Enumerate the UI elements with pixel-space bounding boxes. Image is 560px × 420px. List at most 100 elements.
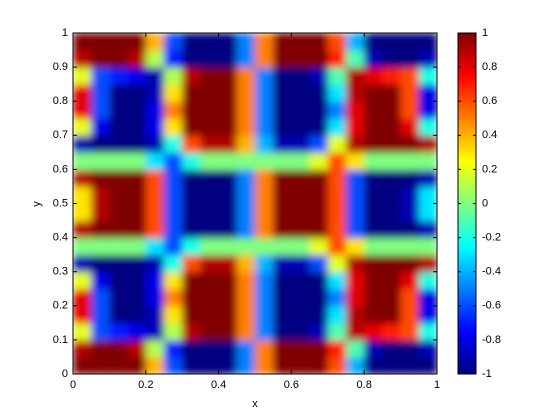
heat-cell — [164, 33, 183, 51]
heat-cell — [400, 33, 420, 51]
heat-cell — [291, 67, 311, 85]
heat-cell — [309, 220, 329, 239]
heat-cell — [145, 186, 165, 205]
heat-cell — [255, 220, 274, 239]
heat-cell — [182, 322, 201, 341]
heat-cell — [291, 220, 311, 239]
heat-cell — [255, 135, 274, 153]
heat-cell — [273, 271, 292, 290]
heat-cell — [164, 152, 183, 170]
heat-cell — [382, 118, 402, 136]
heat-cell — [200, 339, 220, 358]
heat-cell — [218, 84, 238, 102]
heat-cell — [236, 254, 256, 273]
heat-cell — [164, 271, 183, 290]
heat-cell — [182, 203, 201, 222]
heat-cell — [236, 33, 256, 51]
heat-cell — [218, 169, 238, 188]
heat-cell — [309, 135, 329, 153]
heat-cell — [309, 101, 329, 119]
heat-cell — [309, 67, 329, 85]
heat-cell — [127, 101, 147, 119]
heat-cell — [91, 186, 110, 205]
heat-cell — [164, 118, 183, 136]
heat-cell — [73, 356, 92, 374]
heat-cell — [418, 203, 437, 222]
heat-cell — [255, 67, 274, 85]
heat-cell — [91, 254, 110, 273]
heat-cell — [309, 169, 329, 188]
colorbar-tick-label: -0.6 — [482, 300, 501, 312]
heat-cell — [218, 33, 238, 51]
heat-cell — [382, 152, 402, 170]
heat-cell — [346, 220, 365, 239]
heat-cell — [255, 288, 274, 307]
heat-cell — [418, 186, 437, 205]
heat-cell — [109, 50, 129, 68]
heat-cell — [327, 356, 347, 374]
heat-cell — [382, 305, 402, 324]
heat-cell — [218, 67, 238, 85]
heat-cell — [382, 203, 402, 222]
heat-cell — [291, 237, 311, 256]
heat-cell — [236, 186, 256, 205]
x-tick-label: 0.2 — [138, 379, 153, 391]
heat-cell — [145, 339, 165, 358]
heat-cell — [182, 50, 201, 68]
heat-cell — [400, 67, 420, 85]
heat-cell — [400, 118, 420, 136]
heat-cell — [382, 339, 402, 358]
heat-cell — [91, 271, 110, 290]
colorbar-tick-label: 0.8 — [482, 61, 497, 73]
heat-cell — [400, 271, 420, 290]
heat-cell — [418, 237, 437, 256]
heat-cell — [418, 118, 437, 136]
x-tick-label: 1 — [434, 379, 440, 391]
heat-cell — [127, 305, 147, 324]
heat-cell — [382, 67, 402, 85]
heat-cell — [218, 152, 238, 170]
heat-cell — [164, 356, 183, 374]
heat-cell — [91, 203, 110, 222]
heat-cell — [400, 339, 420, 358]
heat-cell — [400, 288, 420, 307]
heat-cell — [200, 101, 220, 119]
heat-cell — [236, 305, 256, 324]
heat-cell — [327, 186, 347, 205]
heat-cell — [382, 271, 402, 290]
heat-cell — [291, 271, 311, 290]
heat-cell — [327, 305, 347, 324]
heat-cell — [145, 101, 165, 119]
heat-cell — [346, 101, 365, 119]
heat-cell — [346, 322, 365, 341]
colorbar — [458, 33, 476, 374]
x-tick-label: 0 — [70, 379, 76, 391]
heat-cell — [200, 169, 220, 188]
heat-cell — [182, 84, 201, 102]
heat-cell — [73, 186, 92, 205]
heat-cell — [218, 339, 238, 358]
heat-cell — [364, 33, 383, 51]
heat-cell — [73, 203, 92, 222]
heat-cell — [145, 169, 165, 188]
heat-cell — [109, 101, 129, 119]
heat-cell — [309, 237, 329, 256]
heat-cell — [400, 237, 420, 256]
heat-cell — [346, 254, 365, 273]
heat-cell — [346, 339, 365, 358]
heat-cell — [236, 220, 256, 239]
colorbar-tick-label: 0.2 — [482, 163, 497, 175]
heat-cell — [73, 339, 92, 358]
heat-cell — [73, 288, 92, 307]
heat-cell — [364, 169, 383, 188]
heat-cell — [236, 288, 256, 307]
y-tick-label: 0.1 — [53, 334, 68, 346]
heatmap — [73, 33, 437, 374]
heat-cell — [309, 322, 329, 341]
heat-cell — [164, 305, 183, 324]
heat-cell — [309, 254, 329, 273]
heat-cell — [218, 305, 238, 324]
heat-cell — [218, 322, 238, 341]
heat-cell — [145, 237, 165, 256]
heat-cell — [236, 271, 256, 290]
